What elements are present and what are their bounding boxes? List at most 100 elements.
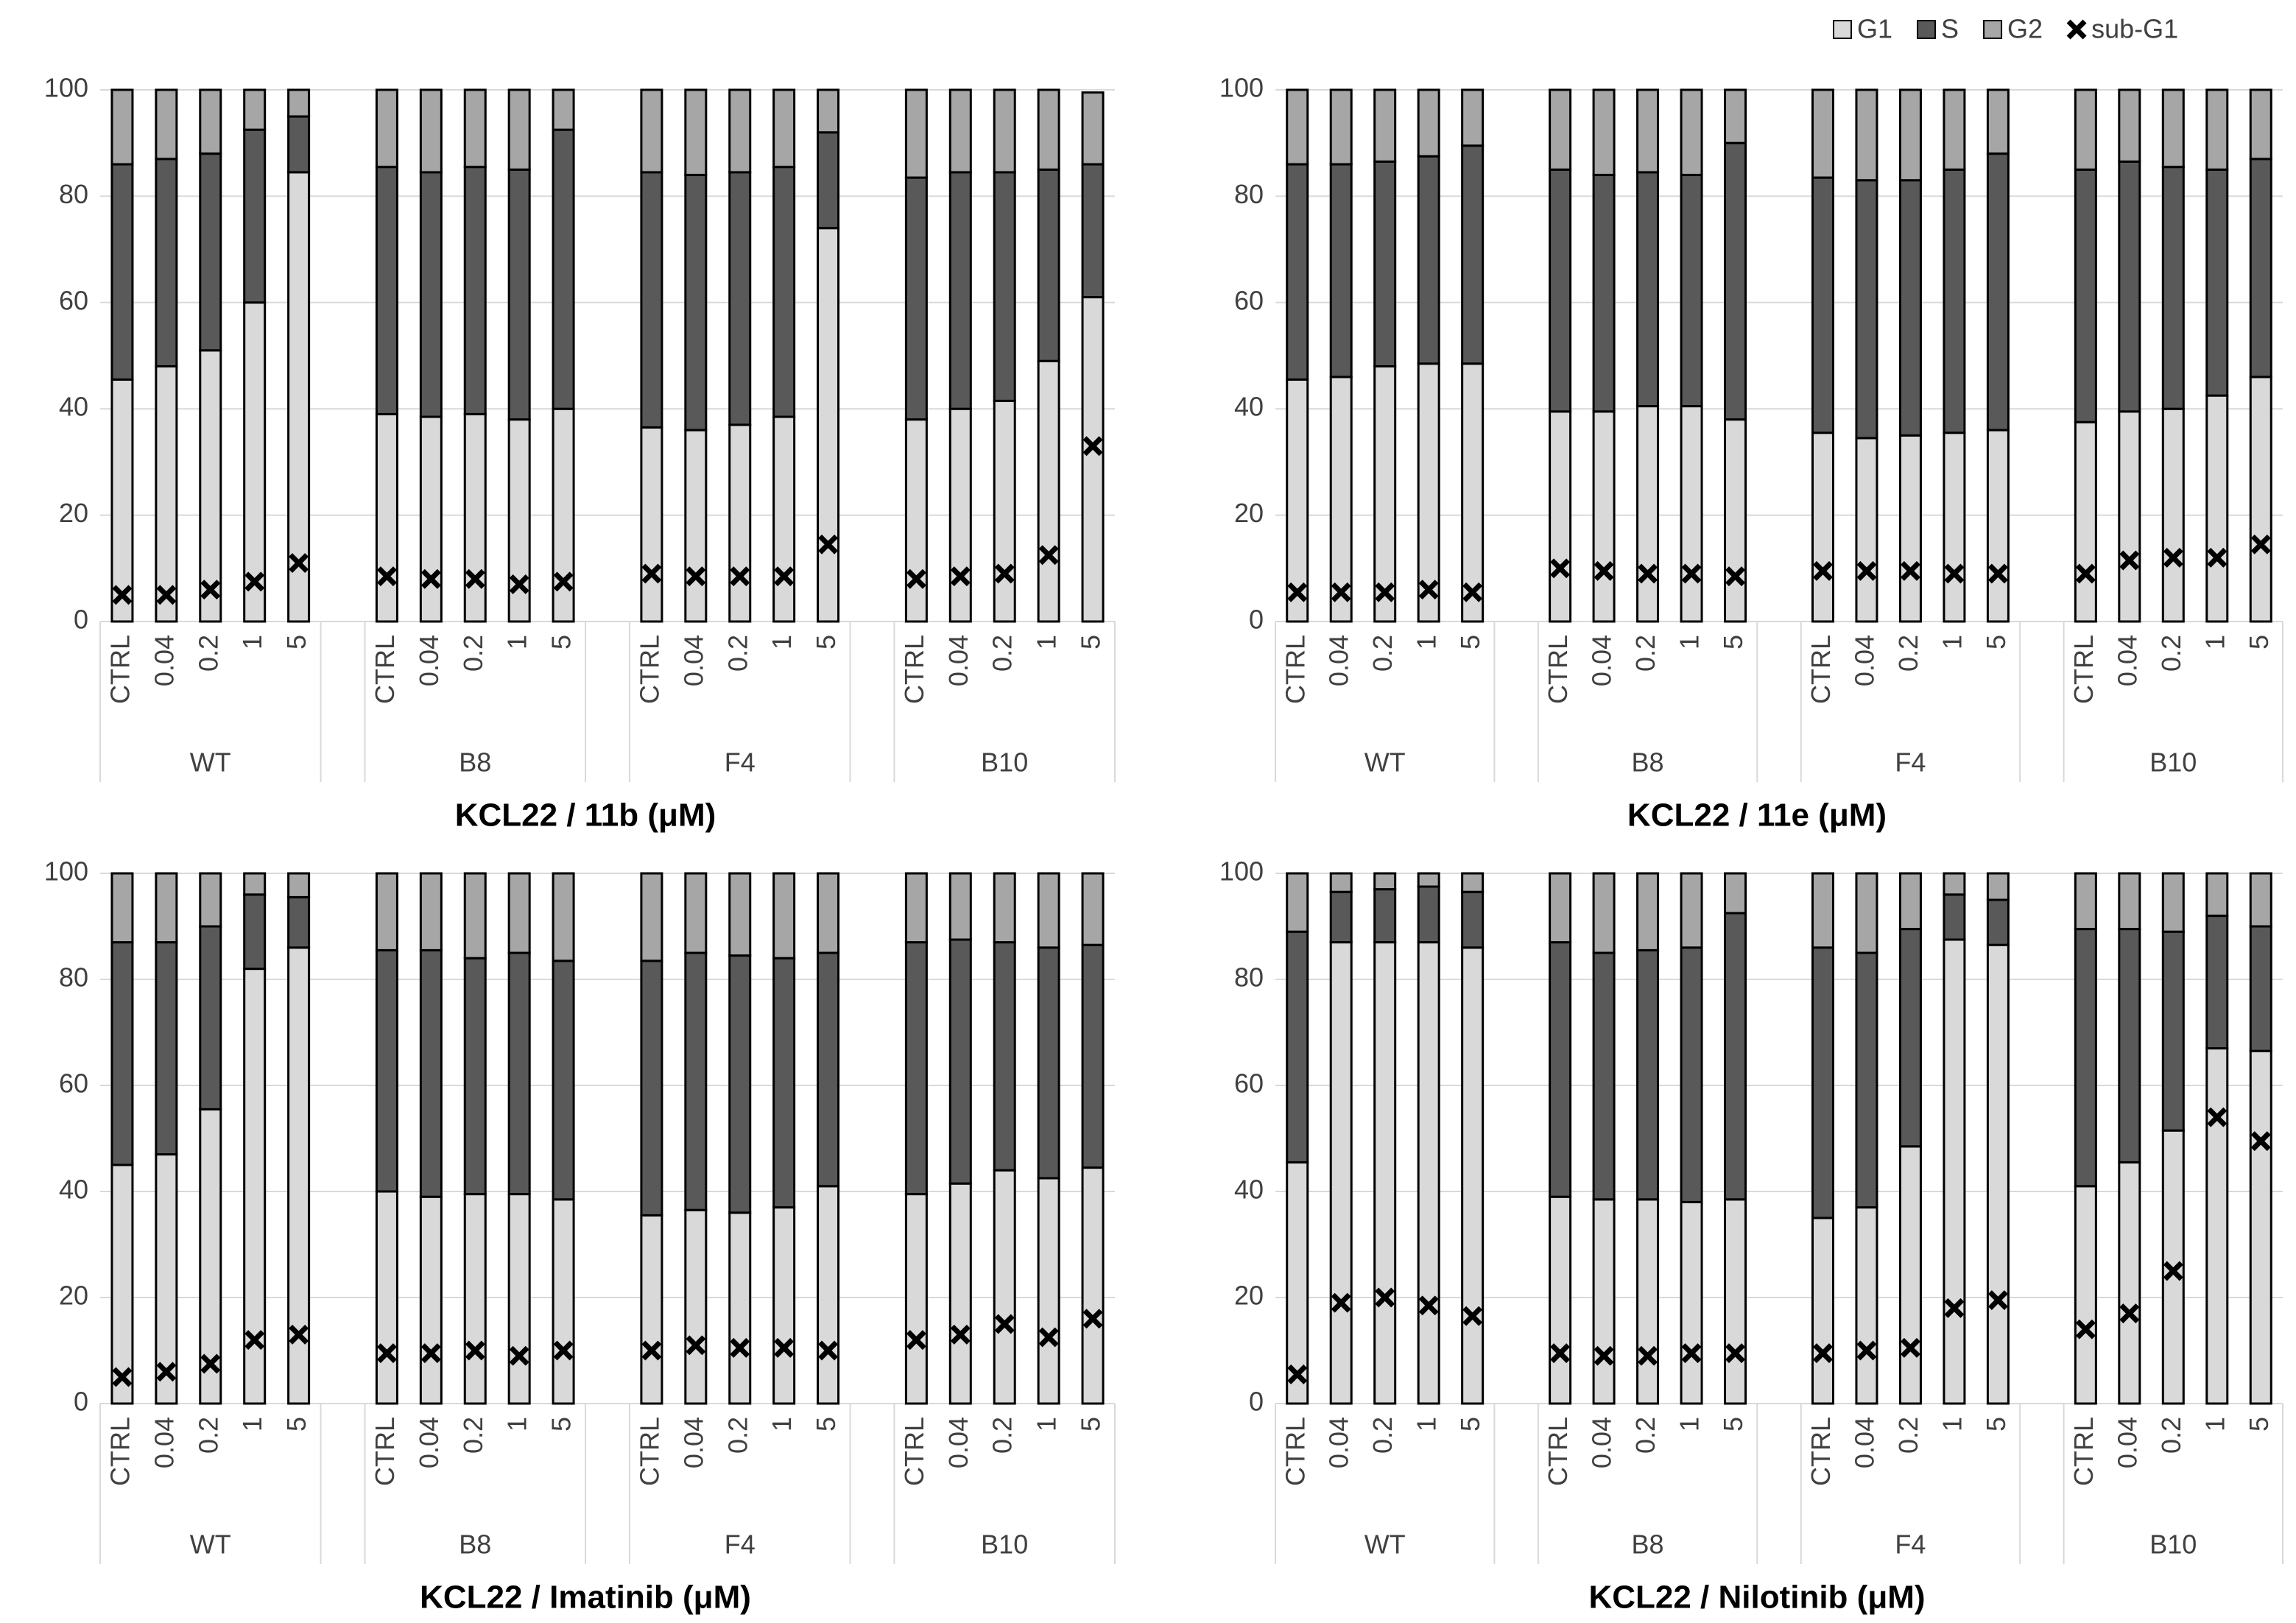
sub-g1-marker <box>2075 563 2096 584</box>
sub-g1-marker <box>376 566 397 587</box>
bar-segment <box>199 152 222 352</box>
sub-g1-marker <box>686 566 706 587</box>
sub-g1-marker <box>200 580 221 600</box>
x-tick-label: 5 <box>281 1417 311 1432</box>
bar-segment <box>507 168 531 421</box>
bar-segment <box>199 872 222 928</box>
bar-segment <box>1855 88 1878 182</box>
sub-g1-marker <box>1375 1287 1395 1308</box>
x-tick-label: CTRL <box>1280 1417 1310 1486</box>
bar-segment <box>817 1185 840 1405</box>
bar-segment <box>640 960 663 1217</box>
bar-segment <box>155 872 178 944</box>
x-tick-label: 1 <box>2200 1417 2230 1432</box>
sub-g1-marker <box>1082 436 1103 457</box>
x-tick-label: 0.2 <box>2156 1417 2186 1454</box>
sub-g1-marker <box>289 553 309 574</box>
sub-g1-marker <box>156 1362 177 1382</box>
sub-g1-marker <box>2207 547 2228 568</box>
x-tick-label: 0.04 <box>1324 1417 1354 1468</box>
bar-segment <box>1898 872 1922 931</box>
x-tick-label: CTRL <box>1543 1417 1573 1486</box>
bar-segment <box>1680 174 1703 408</box>
bar-segment <box>1461 946 1485 1405</box>
bar-segment <box>2118 872 2141 931</box>
x-tick-label: 0.2 <box>193 635 223 672</box>
group-label: B10 <box>981 1529 1028 1560</box>
x-tick-label: CTRL <box>634 635 664 704</box>
bar-segment <box>772 166 796 418</box>
bar-segment <box>1373 888 1397 944</box>
x-tick-label: 0.2 <box>458 1417 488 1454</box>
bar-segment <box>1680 946 1703 1203</box>
bar-segment <box>1037 872 1060 949</box>
group-label: WT <box>1364 1529 1406 1560</box>
bar-segment <box>993 88 1016 174</box>
bar-segment <box>904 1193 928 1405</box>
bar-segment <box>110 872 134 944</box>
bar-segment <box>2118 928 2141 1163</box>
bar-segment <box>1898 1145 1922 1405</box>
x-axis-title: KCL22 / Imatinib (μM) <box>420 1580 751 1616</box>
bar-segment <box>1461 88 1485 147</box>
group-label: B8 <box>1632 1529 1664 1560</box>
x-tick-label: 0.2 <box>1367 1417 1398 1454</box>
sub-g1-marker <box>376 1343 397 1364</box>
bar-segment <box>1549 88 1572 171</box>
bar-segment <box>1636 948 1660 1201</box>
bar-segment <box>1811 176 1834 434</box>
bar-segment <box>463 166 487 415</box>
group-label: B10 <box>2149 747 2197 778</box>
x-tick-label: 0.04 <box>1587 635 1617 686</box>
bar-segment <box>993 872 1016 944</box>
x-tick-label: 5 <box>1981 635 2011 649</box>
bar-segment <box>817 872 840 954</box>
bar-segment <box>287 115 311 174</box>
x-tick-label: CTRL <box>899 635 929 704</box>
x-tick-label: 0.2 <box>458 635 488 672</box>
x-tick-label: 0.04 <box>2112 1417 2142 1468</box>
sub-g1-marker <box>1987 563 2008 584</box>
x-tick-label: 0.04 <box>943 635 973 686</box>
bar-segment <box>1724 912 1747 1201</box>
bar-segment <box>1855 1206 1878 1405</box>
y-tick-label: 0 <box>74 1387 88 1417</box>
bar-segment <box>1081 1166 1105 1405</box>
bar-segment <box>199 349 222 623</box>
bar-segment <box>2118 160 2141 413</box>
bar-segment <box>1081 296 1105 623</box>
y-tick-label: 0 <box>1249 1387 1264 1417</box>
bar-segment <box>1636 171 1660 408</box>
bar-segment <box>1943 88 1966 171</box>
bar-segment <box>948 407 972 623</box>
x-tick-label: 0.04 <box>414 635 444 686</box>
bar-segment <box>2205 168 2229 397</box>
bar-segment <box>2249 1049 2272 1405</box>
sub-g1-marker <box>641 563 662 584</box>
bar-segment <box>419 872 443 951</box>
bar-segment <box>2074 420 2097 623</box>
bar-segment <box>728 872 752 957</box>
sub-g1-marker <box>1681 1343 1702 1364</box>
bar-segment <box>1037 1177 1060 1405</box>
bar-segment <box>1373 160 1397 367</box>
x-tick-label: 5 <box>811 635 841 649</box>
x-tick-label: 0.2 <box>1893 1417 1923 1454</box>
bar-segment <box>1855 437 1878 623</box>
x-tick-label: 1 <box>1412 635 1442 649</box>
bar-segment <box>772 415 796 623</box>
sub-g1-marker <box>1638 563 1658 584</box>
bar-segment <box>155 1153 178 1405</box>
bar-segment <box>1417 88 1440 158</box>
bar-segment <box>1417 941 1440 1405</box>
bar-segment <box>1811 88 1834 179</box>
sub-g1-marker <box>818 1340 839 1361</box>
bar-segment <box>243 88 267 131</box>
bar-segment <box>728 88 752 174</box>
bar-segment <box>904 88 928 179</box>
bar-segment <box>1373 365 1397 623</box>
x-tick-label: 5 <box>1718 1417 1748 1432</box>
bar-segment <box>1286 872 1309 933</box>
